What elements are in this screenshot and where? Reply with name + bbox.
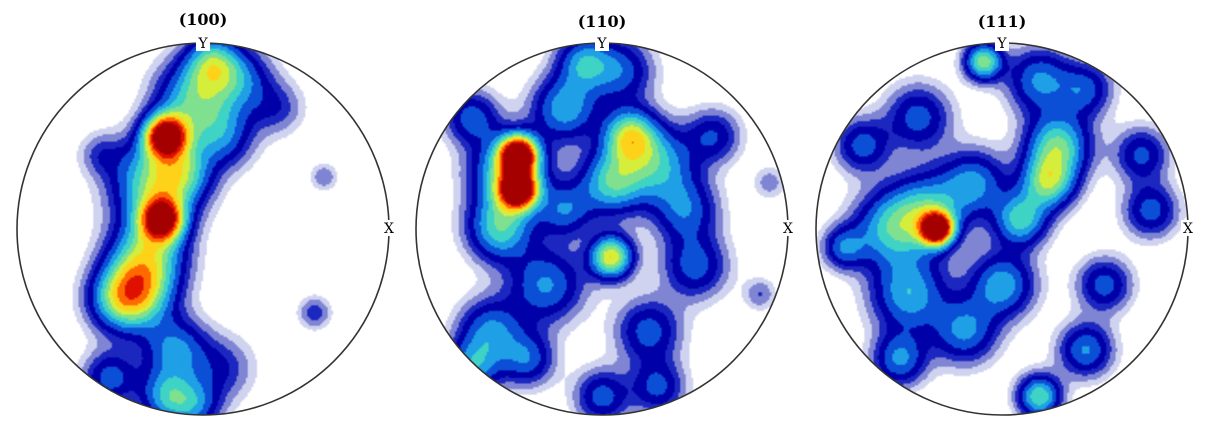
north-axis-label-2: Y [996, 36, 1007, 52]
pole-figure-panel-1: (110) Y X [415, 12, 795, 416]
north-axis-label-1: Y [596, 36, 607, 52]
north-label-background-2 [995, 35, 1009, 51]
north-label-background-0 [196, 35, 210, 51]
east-axis-label-0: X [384, 221, 394, 237]
panel-title-0: (100) [179, 10, 228, 29]
north-axis-label-0: Y [197, 36, 208, 52]
north-label-background-1 [595, 35, 609, 51]
pole-density-map-2 [816, 43, 1188, 415]
panel-title-1: (110) [578, 12, 627, 31]
pole-density-map-0 [17, 43, 389, 415]
east-label-background-1 [781, 220, 795, 236]
panel-title-2: (111) [978, 12, 1027, 31]
pole-density-map-1 [416, 43, 788, 415]
pole-figure-panel-0: (100) Y X [16, 10, 396, 416]
east-axis-label-2: X [1183, 221, 1193, 237]
east-label-background-0 [382, 220, 396, 236]
pole-figure-panel-2: (111) Y X [815, 12, 1195, 416]
east-label-background-2 [1181, 220, 1195, 236]
east-axis-label-1: X [783, 221, 793, 237]
